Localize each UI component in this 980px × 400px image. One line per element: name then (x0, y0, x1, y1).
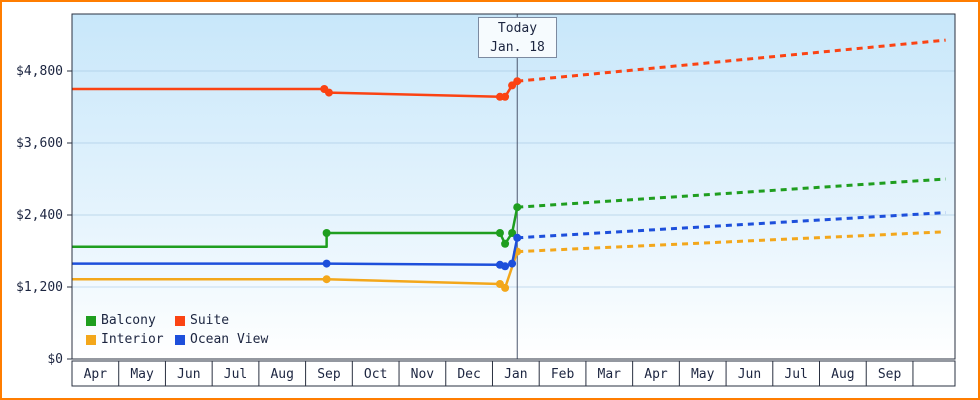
gridlines (72, 70, 955, 288)
series-ocean-view (72, 211, 946, 271)
legend-item-interior: Interior (86, 330, 175, 349)
axis-label: $1,200 (16, 280, 63, 295)
forecast-line (517, 38, 946, 83)
legend-item-suite: Suite (175, 311, 268, 330)
price-point (495, 229, 504, 237)
price-point (513, 233, 522, 242)
forecast-line (517, 177, 946, 209)
legend-item-ocean-view: Ocean View (175, 330, 268, 349)
ocean-view-swatch-icon (175, 334, 185, 345)
axis-label: Dec (457, 367, 480, 382)
price-point (501, 283, 510, 292)
plot-area (72, 14, 955, 359)
series-suite (72, 38, 946, 101)
axis-label: Jan (504, 367, 527, 382)
month-axis: Apr May Jun Jul Aug Sep Oct Nov Dec Jan Feb Mar Apr M… (71, 360, 956, 387)
axis-label: May (130, 367, 154, 382)
price-point (508, 229, 517, 237)
axis-label: Sep (317, 367, 341, 382)
legend-item-balcony: Balcony (86, 311, 175, 330)
axis-label: Apr (644, 367, 668, 382)
price-point (501, 239, 510, 248)
legend-label: Interior (101, 332, 164, 347)
axis-label: Oct (364, 367, 387, 382)
axis-label: Jun (738, 367, 761, 382)
axis-label: Jul (224, 367, 247, 382)
legend-label: Balcony (101, 313, 156, 328)
price-point (508, 259, 517, 268)
interior-swatch-icon (86, 334, 96, 345)
legend-label: Suite (190, 313, 230, 328)
plot-border (71, 13, 956, 360)
axis-label: Apr (84, 367, 108, 382)
forecast-line (517, 230, 946, 254)
price-point (322, 275, 331, 284)
axis-label: Jun (177, 367, 200, 382)
today-label: Today (497, 21, 538, 36)
axis-label: May (691, 367, 715, 382)
axis-label: Jul (784, 367, 807, 382)
axis-label: Sep (878, 367, 902, 382)
axis-label: Feb (551, 367, 575, 382)
axis-label: Aug (270, 367, 293, 382)
price-point (324, 88, 333, 97)
balcony-swatch-icon (86, 315, 96, 326)
today-date: Jan. 18 (490, 40, 545, 55)
axis-label: $4,800 (16, 64, 63, 79)
series-balcony (72, 177, 946, 249)
suite-swatch-icon (175, 315, 185, 326)
price-point (501, 262, 510, 271)
legend-label: Ocean View (190, 332, 269, 347)
price-point (501, 92, 510, 101)
axis-label: $2,400 (16, 208, 63, 223)
price-point (322, 229, 331, 237)
today-marker-label: Today Jan. 18 (478, 17, 557, 58)
y-axis: $0 $1,200 $2,400 $3,600 $4,800 (16, 64, 72, 367)
forecast-line (517, 211, 946, 240)
axis-label: Nov (411, 367, 435, 382)
axis-label: $3,600 (16, 136, 63, 151)
price-point (513, 203, 522, 212)
price-point (513, 77, 522, 86)
axis-label: Aug (831, 367, 854, 382)
price-point (322, 259, 331, 268)
axis-label: Mar (598, 367, 622, 382)
legend: Balcony Suite Interior Ocean View (86, 311, 268, 349)
axis-label: $0 (47, 352, 63, 367)
